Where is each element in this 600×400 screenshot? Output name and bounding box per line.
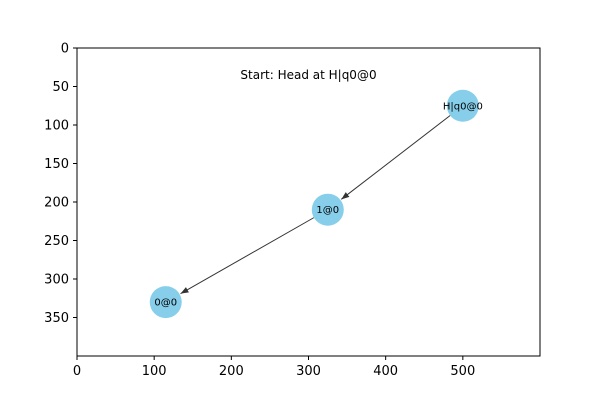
node-circle	[311, 193, 344, 226]
y-tick-label: 250	[44, 234, 69, 249]
node-label: 1@0	[316, 205, 339, 216]
y-tick-label: 50	[52, 80, 69, 95]
x-tick-label: 0	[73, 364, 81, 379]
node-label: H|q0@0	[443, 101, 483, 112]
x-tick-label: 100	[142, 364, 167, 379]
annotation-text: Start: Head at H|q0@0	[240, 68, 376, 82]
plot-area: 0 100 200 300 400 500 0 50 100 150 200 250 300 350 H|q…	[44, 42, 541, 379]
node-circle	[446, 89, 479, 122]
y-tick-label: 0	[61, 42, 69, 57]
edge-arrow	[180, 217, 315, 295]
y-tick-label: 100	[44, 119, 69, 134]
y-tick-label: 200	[44, 196, 69, 211]
x-tick-label: 500	[450, 364, 475, 379]
node-circle	[149, 286, 182, 319]
x-tick-label: 300	[296, 364, 321, 379]
x-tick-label: 200	[219, 364, 244, 379]
node-label: 0@0	[154, 298, 177, 309]
y-tick-label: 300	[44, 273, 69, 288]
y-tick-label: 350	[44, 311, 69, 326]
x-tick-label: 400	[373, 364, 398, 379]
y-tick-label: 150	[44, 157, 69, 172]
edge-arrow	[340, 115, 451, 200]
